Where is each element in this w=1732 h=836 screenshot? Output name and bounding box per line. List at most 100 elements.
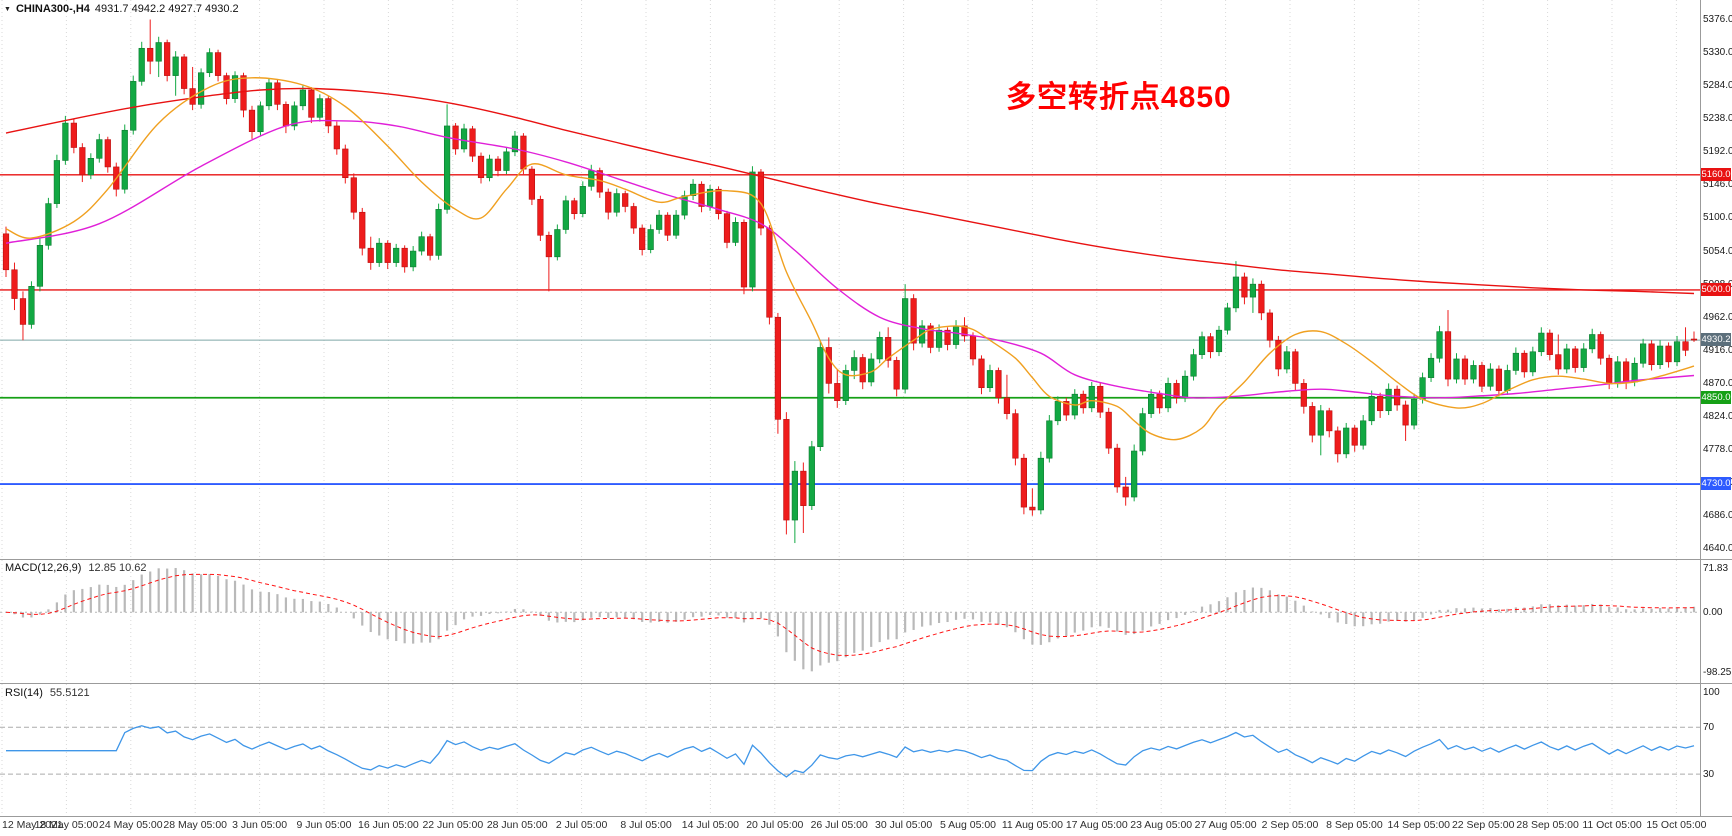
candle-body [1215, 329, 1223, 353]
candle-body [1470, 365, 1477, 380]
time-axis-label: 20 Jul 05:00 [746, 819, 804, 831]
candle-body [740, 222, 748, 288]
candle-body [1495, 368, 1503, 391]
candle-body [1046, 420, 1053, 459]
candle-body [1326, 410, 1333, 432]
candle-body [986, 370, 994, 389]
candle-body [1410, 398, 1418, 426]
candle-body [1673, 341, 1681, 363]
candle-body [274, 82, 281, 105]
candle-body [1623, 361, 1630, 383]
candle-body [197, 72, 205, 105]
candle-body [401, 247, 408, 268]
candle-body [427, 236, 434, 256]
candle-body [53, 160, 60, 204]
candle-body [1105, 411, 1112, 449]
candle-body [1555, 354, 1562, 370]
candle-body [435, 209, 442, 256]
candle-body [494, 158, 502, 171]
candle-body [452, 125, 459, 150]
candle-body [935, 329, 943, 348]
candle-body [579, 186, 586, 214]
candle-body [647, 229, 654, 250]
macd-label: MACD(12,26,9) [5, 562, 82, 574]
time-axis-label: 8 Jul 05:00 [620, 819, 672, 831]
candle-body [1266, 312, 1273, 341]
time-axis-label: 23 Aug 05:00 [1130, 819, 1193, 831]
candle-body [1063, 401, 1070, 416]
candle-body [1292, 351, 1299, 384]
candle-body [1385, 388, 1392, 412]
candle-body [1054, 401, 1061, 422]
candle-body [1606, 357, 1613, 384]
candle-body [350, 177, 357, 213]
price-tag-4850.0: 4850.0 [1701, 390, 1731, 404]
price-axis-label: 5284.0 [1703, 80, 1732, 92]
candle-body [1419, 377, 1426, 400]
candle-body [1207, 336, 1214, 353]
candle-body [554, 229, 561, 258]
time-axis-label: 22 Sep 05:00 [1451, 819, 1515, 831]
candle-body [1139, 413, 1146, 452]
candle-body [11, 269, 18, 299]
candle-body [1029, 506, 1036, 511]
candle-body [952, 325, 960, 345]
time-axis-label: 14 Sep 05:00 [1387, 819, 1451, 831]
time-axis-label: 22 Jun 05:00 [422, 819, 484, 831]
candle-body [673, 214, 680, 236]
time-axis-label: 28 Jun 05:00 [486, 819, 548, 831]
candle-body [1368, 396, 1375, 422]
time-axis-label: 12 May 2021 [2, 819, 63, 831]
time-axis-label: 28 May 05:00 [163, 819, 228, 831]
macd-axis-label: -98.25 [1703, 667, 1732, 679]
candle-body [384, 242, 391, 263]
candle-body [503, 151, 510, 171]
time-axis[interactable] [0, 817, 1732, 836]
candle-body [291, 105, 298, 127]
candle-body [613, 193, 620, 213]
macd-axis-label: 71.83 [1703, 562, 1729, 574]
candle-body [1241, 276, 1248, 298]
candle-body [28, 286, 35, 325]
rsi-indicator-title: RSI(14) 55.5121 [5, 687, 90, 699]
candle-body [443, 125, 451, 210]
macd-layer [0, 567, 1700, 672]
ma-line-medium [5, 119, 1695, 399]
time-axis-label: 2 Sep 05:00 [1261, 819, 1319, 831]
candle-body [147, 47, 154, 62]
candle-body [1453, 358, 1460, 380]
time-axis-label: 9 Jun 05:00 [296, 819, 352, 831]
candle-body [1190, 354, 1197, 377]
candle-body [520, 135, 527, 170]
price-axis-label: 5054.0 [1703, 245, 1732, 257]
current-price-tag: 4930.2 [1701, 333, 1731, 347]
candle-body [418, 236, 425, 252]
price-axis-label: 5146.0 [1703, 179, 1732, 191]
candle-body [104, 139, 111, 168]
time-axis-label: 28 Sep 05:00 [1516, 819, 1579, 831]
collapse-triangle-icon[interactable]: ▼ [4, 5, 11, 13]
candle-body [766, 227, 773, 318]
price-axis-label: 5330.0 [1703, 47, 1732, 59]
candle-body [138, 47, 145, 82]
candle-body [342, 148, 349, 179]
candle-body [1360, 420, 1367, 446]
candle-body [36, 245, 44, 287]
candle-body [316, 98, 323, 118]
price-axis-label: 5192.0 [1703, 146, 1732, 158]
candle-body [206, 52, 213, 74]
candle-body [1444, 331, 1452, 380]
candle-body [698, 183, 705, 207]
candle-body [96, 139, 103, 159]
time-axis-label: 17 Aug 05:00 [1065, 819, 1128, 831]
rsi-label: RSI(14) [5, 687, 43, 699]
candle-body [1351, 427, 1358, 446]
candle-body [1080, 393, 1087, 409]
price-axis[interactable] [1701, 0, 1732, 816]
candle-body [1487, 368, 1494, 387]
candle-body [79, 147, 86, 176]
candle-body [1377, 396, 1384, 412]
time-axis-label: 5 Aug 05:00 [939, 819, 997, 831]
candle-body [1003, 397, 1011, 414]
